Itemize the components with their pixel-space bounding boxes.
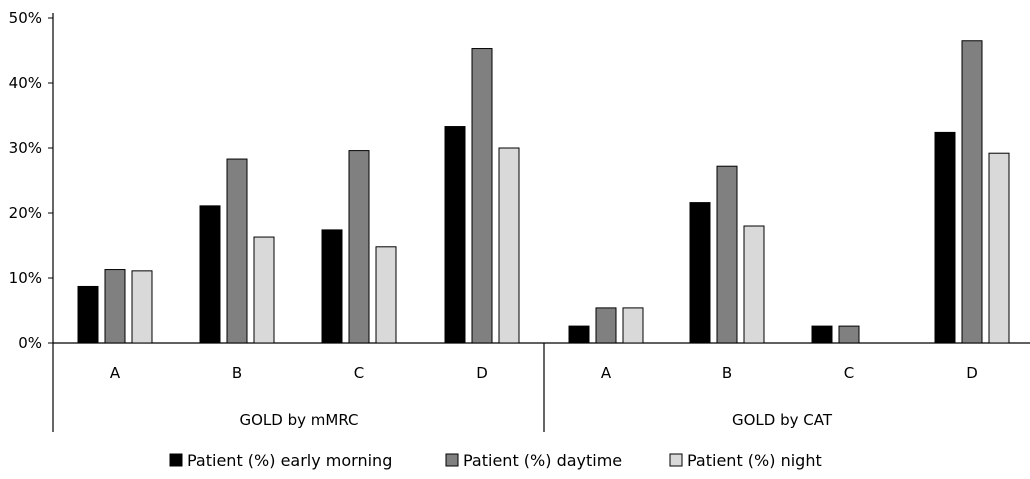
category-label: A bbox=[601, 364, 612, 382]
bar bbox=[104, 269, 126, 344]
legend-swatch bbox=[669, 453, 683, 467]
category-label: C bbox=[354, 364, 364, 382]
bar bbox=[131, 270, 153, 344]
bar bbox=[961, 40, 983, 344]
y-tick-label: 30% bbox=[9, 139, 42, 157]
category-label: A bbox=[110, 364, 121, 382]
axes bbox=[48, 13, 1030, 432]
bar bbox=[595, 307, 617, 344]
legend-swatch bbox=[169, 453, 183, 467]
bar bbox=[226, 158, 248, 344]
bar bbox=[811, 325, 833, 344]
category-label: B bbox=[232, 364, 242, 382]
bar bbox=[77, 285, 99, 344]
bar bbox=[199, 205, 221, 344]
y-tick-label: 20% bbox=[9, 204, 42, 222]
bar bbox=[689, 202, 711, 344]
category-label: D bbox=[966, 364, 978, 382]
bar bbox=[716, 165, 738, 344]
bars bbox=[77, 40, 1010, 344]
legend-label: Patient (%) early morning bbox=[187, 451, 392, 470]
group-label: GOLD by CAT bbox=[732, 411, 833, 429]
legend-label: Patient (%) daytime bbox=[463, 451, 622, 470]
legend-label: Patient (%) night bbox=[687, 451, 822, 470]
bar bbox=[444, 126, 466, 344]
y-tick-label: 10% bbox=[9, 269, 42, 287]
y-tick-label: 40% bbox=[9, 74, 42, 92]
category-label: B bbox=[722, 364, 732, 382]
bar bbox=[471, 48, 493, 344]
bar bbox=[743, 225, 765, 344]
group-label: GOLD by mMRC bbox=[240, 411, 359, 429]
bar bbox=[988, 152, 1010, 344]
bar bbox=[568, 325, 590, 344]
bar bbox=[622, 307, 644, 344]
bar bbox=[321, 229, 343, 344]
bar bbox=[838, 325, 860, 344]
bar bbox=[253, 236, 275, 344]
labels: 0% 10% 20% 30% 40% 50% A B C D GOLD by mMRC A B C D GOL… bbox=[9, 9, 978, 429]
bar bbox=[375, 246, 397, 344]
y-tick-label: 50% bbox=[9, 9, 42, 27]
bar bbox=[498, 147, 520, 344]
bar bbox=[348, 150, 370, 344]
category-label: D bbox=[476, 364, 488, 382]
legend-swatch bbox=[445, 453, 459, 467]
category-label: C bbox=[844, 364, 854, 382]
bar bbox=[934, 131, 956, 344]
y-tick-label: 0% bbox=[18, 334, 42, 352]
legend: Patient (%) early morning Patient (%) day… bbox=[169, 451, 822, 470]
